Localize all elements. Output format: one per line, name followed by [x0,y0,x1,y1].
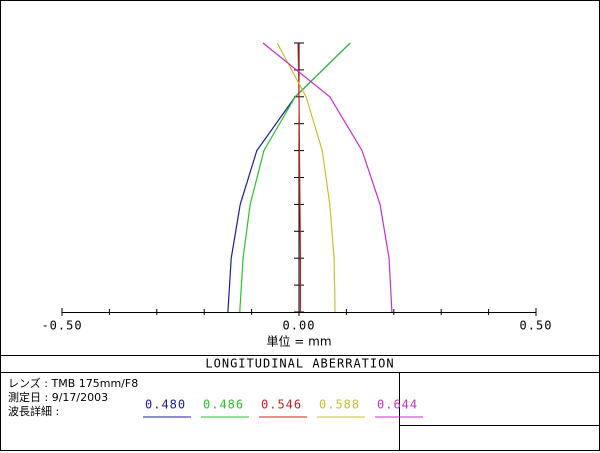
legend-label: 0.588 [319,398,360,412]
info-text: 波長詳細 : [8,404,59,418]
x-axis-label: 単位 = mm [266,334,331,349]
info-text: 測定日 : 9/17/2003 [8,390,108,404]
x-tick-label: 0.50 [520,319,553,333]
aberration-curve [276,42,336,313]
legend-label: 0.546 [261,398,302,412]
chart-title: LONGITUDINAL ABERRATION [205,357,394,371]
aberration-curve [239,42,351,313]
x-tick-label: 0.00 [283,319,316,333]
x-tick-label: -0.50 [41,319,82,333]
info-text: レンズ : TMB 175mm/F8 [8,376,138,390]
legend-label: 0.486 [203,398,244,412]
legend-label: 0.480 [145,398,186,412]
aberration-curve [297,42,302,312]
aberration-curve [227,42,351,313]
legend-label: 0.644 [377,398,418,412]
aberration-curve [262,42,393,313]
